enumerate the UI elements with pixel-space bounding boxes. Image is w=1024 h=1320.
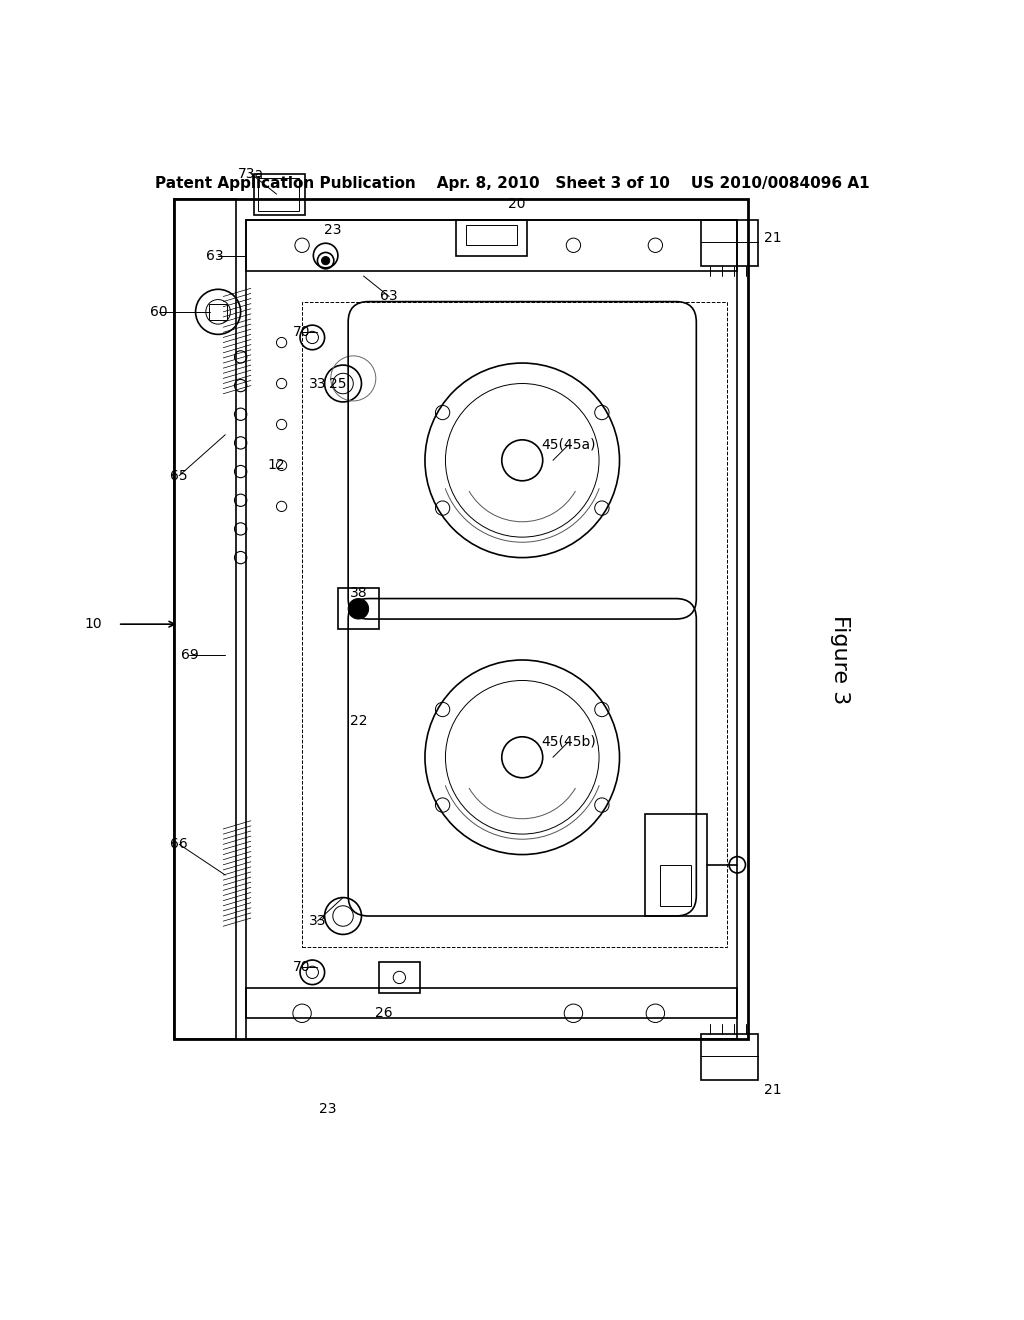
Text: 33: 33 bbox=[308, 376, 327, 391]
Bar bbox=[254, 174, 305, 215]
Text: 38: 38 bbox=[349, 586, 368, 601]
Bar bbox=[246, 219, 737, 1019]
Text: 60: 60 bbox=[150, 305, 168, 319]
Text: 22: 22 bbox=[349, 714, 368, 729]
Text: 21: 21 bbox=[764, 231, 782, 246]
Text: 10: 10 bbox=[85, 618, 102, 631]
Text: 65: 65 bbox=[170, 469, 188, 483]
Text: 66: 66 bbox=[170, 837, 188, 851]
Text: 33: 33 bbox=[308, 915, 327, 928]
Bar bbox=[338, 589, 379, 630]
Bar bbox=[701, 219, 758, 265]
Text: 70: 70 bbox=[293, 325, 311, 339]
Text: 45(45b): 45(45b) bbox=[541, 735, 596, 748]
Circle shape bbox=[322, 256, 330, 265]
Bar bbox=[246, 987, 737, 1039]
Bar bbox=[302, 301, 727, 946]
Text: 26: 26 bbox=[375, 1006, 393, 1020]
Bar bbox=[456, 219, 527, 256]
Bar bbox=[174, 199, 748, 1039]
Text: Patent Application Publication    Apr. 8, 2010   Sheet 3 of 10    US 2010/008409: Patent Application Publication Apr. 8, 2… bbox=[155, 177, 869, 191]
Bar bbox=[645, 813, 707, 916]
Bar bbox=[701, 1034, 758, 1080]
Text: 23: 23 bbox=[318, 1101, 337, 1115]
Text: 69: 69 bbox=[180, 648, 199, 661]
Text: 73a: 73a bbox=[238, 166, 264, 181]
Text: 21: 21 bbox=[764, 1084, 782, 1097]
Bar bbox=[246, 219, 737, 271]
Bar bbox=[174, 199, 236, 1039]
Text: 63: 63 bbox=[380, 289, 398, 304]
Text: 25: 25 bbox=[329, 376, 347, 391]
Bar bbox=[258, 178, 299, 211]
Text: 23: 23 bbox=[324, 223, 342, 236]
Text: 45(45a): 45(45a) bbox=[541, 438, 596, 451]
Bar bbox=[209, 304, 227, 319]
Bar bbox=[660, 865, 691, 906]
Text: 20: 20 bbox=[508, 197, 526, 211]
Text: 12: 12 bbox=[267, 458, 286, 473]
Bar bbox=[379, 962, 420, 993]
Text: Figure 3: Figure 3 bbox=[829, 615, 850, 705]
Bar bbox=[466, 224, 517, 246]
Text: 70: 70 bbox=[293, 960, 311, 974]
Circle shape bbox=[348, 598, 369, 619]
Text: 63: 63 bbox=[206, 248, 224, 263]
